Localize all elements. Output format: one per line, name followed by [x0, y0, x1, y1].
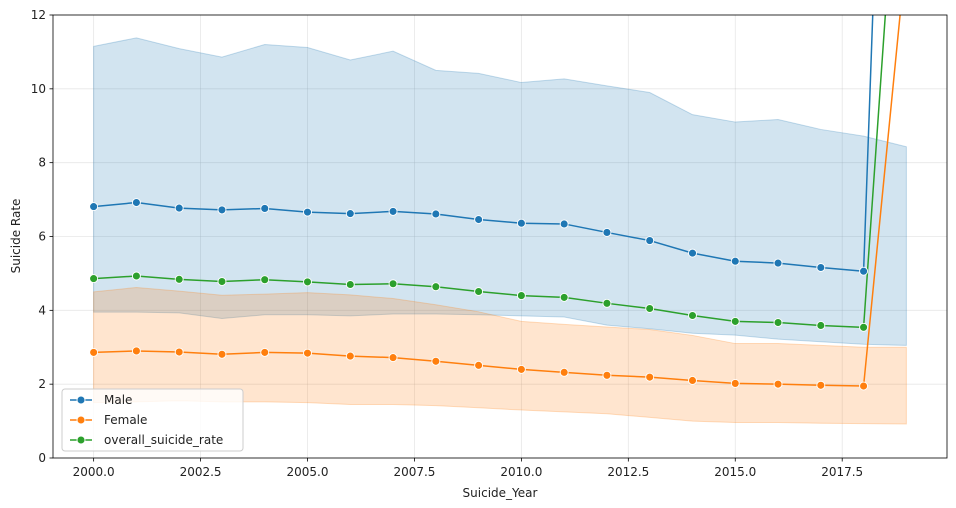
data-point-female	[431, 356, 441, 366]
x-tick-label: 2005.0	[287, 465, 329, 479]
data-point-female	[559, 367, 569, 377]
x-tick-label: 2000.0	[73, 465, 115, 479]
legend-marker	[76, 415, 86, 425]
data-point-female	[131, 346, 141, 356]
data-point-male	[131, 198, 141, 207]
x-tick-label: 2017.5	[821, 465, 863, 479]
data-point-male	[174, 203, 184, 213]
data-point-male	[431, 209, 441, 219]
data-point-female	[859, 381, 869, 391]
data-point-overall-suicide-rate	[688, 311, 697, 320]
legend-label: Female	[104, 413, 147, 427]
x-tick-label: 2007.5	[393, 465, 435, 479]
data-point-female	[345, 351, 355, 361]
legend-marker	[76, 395, 86, 405]
data-point-female	[602, 370, 612, 380]
legend: Male Female overall_suicide_rate	[61, 388, 244, 452]
data-point-male	[388, 206, 398, 216]
data-point-overall-suicide-rate	[773, 318, 783, 327]
data-point-overall-suicide-rate	[89, 274, 99, 284]
series-line-female	[93, 15, 901, 387]
data-point-overall-suicide-rate	[559, 292, 569, 302]
data-point-female	[645, 372, 655, 382]
data-point-male	[217, 205, 227, 215]
legend-label: Male	[104, 393, 132, 407]
data-point-male	[645, 236, 655, 246]
data-point-female	[174, 347, 184, 357]
data-point-overall-suicide-rate	[516, 291, 526, 301]
data-point-male	[559, 219, 569, 229]
y-tick-label: 0	[38, 451, 46, 465]
series-lines	[93, 15, 901, 387]
data-point-female	[688, 376, 697, 385]
data-point-male	[730, 256, 740, 266]
data-point-female	[516, 364, 526, 374]
data-point-female	[388, 353, 398, 363]
data-point-male	[516, 218, 526, 228]
confidence-band-male	[93, 37, 907, 346]
data-point-female	[730, 378, 740, 388]
data-point-overall-suicide-rate	[217, 277, 227, 286]
data-point-overall-suicide-rate	[174, 274, 184, 284]
data-point-male	[859, 266, 869, 276]
confidence-bands	[93, 37, 907, 425]
data-point-male	[773, 258, 783, 268]
series-line-overall-suicide-rate	[93, 15, 887, 329]
data-point-overall-suicide-rate	[602, 298, 612, 308]
y-tick-label: 2	[38, 377, 46, 391]
series-markers	[89, 198, 869, 391]
data-point-overall-suicide-rate	[816, 321, 826, 330]
data-point-overall-suicide-rate	[260, 275, 270, 285]
data-point-female	[303, 348, 312, 358]
x-tick-label: 2012.5	[607, 465, 649, 479]
data-point-male	[260, 203, 270, 213]
y-tick-label: 10	[31, 82, 46, 96]
data-point-overall-suicide-rate	[645, 304, 655, 313]
data-point-male	[602, 227, 612, 237]
data-point-overall-suicide-rate	[131, 271, 141, 281]
y-tick-label: 4	[38, 303, 46, 317]
legend-box	[61, 388, 244, 452]
x-axis-label: Suicide_Year	[463, 486, 538, 500]
x-tick-label: 2015.0	[714, 465, 756, 479]
confidence-band-female	[93, 286, 907, 425]
data-point-male	[303, 207, 312, 217]
data-point-female	[773, 379, 783, 389]
data-point-overall-suicide-rate	[388, 279, 398, 289]
axis-ticks: 2000.0 2002.5 2005.0 2007.5 2010.0 2012.5 2015…	[31, 8, 863, 479]
data-point-overall-suicide-rate	[730, 316, 740, 326]
data-point-male	[345, 209, 355, 219]
data-point-overall-suicide-rate	[303, 277, 312, 287]
data-point-female	[816, 380, 826, 390]
legend-marker	[76, 435, 86, 445]
x-tick-label: 2010.0	[500, 465, 542, 479]
data-point-overall-suicide-rate	[474, 287, 484, 296]
x-tick-label: 2002.5	[180, 465, 222, 479]
data-point-overall-suicide-rate	[431, 282, 441, 292]
data-point-male	[688, 248, 697, 258]
data-point-female	[89, 347, 99, 357]
data-point-female	[217, 349, 227, 359]
series-line-male	[93, 15, 874, 272]
data-point-female	[474, 360, 484, 370]
data-point-female	[260, 347, 270, 357]
y-axis-label: Suicide Rate	[9, 199, 23, 274]
y-tick-label: 6	[38, 230, 46, 244]
data-point-overall-suicide-rate	[345, 280, 355, 289]
data-point-male	[816, 263, 826, 272]
data-point-male	[474, 215, 484, 224]
data-point-overall-suicide-rate	[859, 322, 869, 332]
data-point-male	[89, 202, 99, 212]
y-tick-label: 12	[31, 8, 46, 22]
legend-label: overall_suicide_rate	[104, 433, 223, 447]
y-tick-label: 8	[38, 156, 46, 170]
